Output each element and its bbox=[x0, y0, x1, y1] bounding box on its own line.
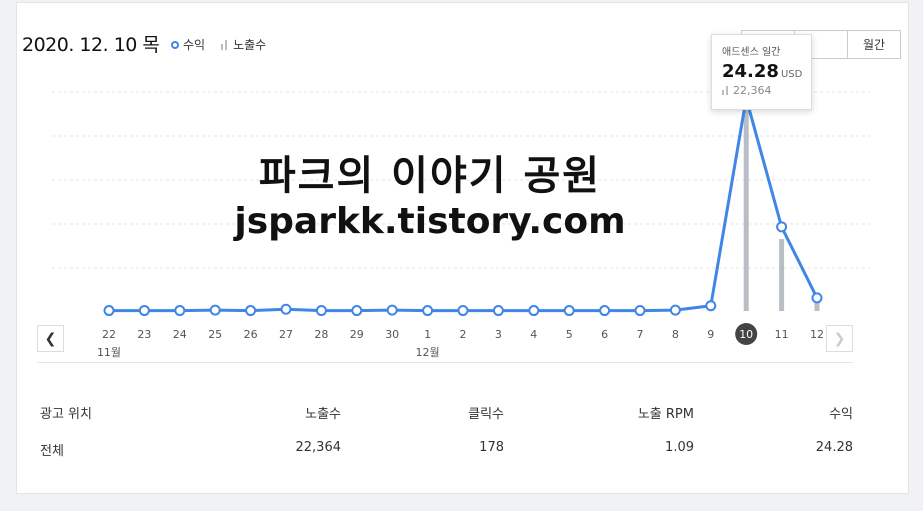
x-tick-label: 1 bbox=[424, 328, 431, 341]
cell-impressions: 22,364 bbox=[295, 440, 342, 455]
x-tick-label: 24 bbox=[173, 328, 187, 341]
x-tick-label: 5 bbox=[566, 328, 573, 341]
revenue-point bbox=[245, 305, 257, 317]
impressions-legend-label: 노출수 bbox=[233, 38, 267, 52]
revenue-point bbox=[563, 305, 575, 317]
tooltip-value: 24.28 USD bbox=[722, 61, 803, 82]
revenue-point bbox=[669, 304, 681, 316]
impressions-legend-icon bbox=[221, 39, 229, 50]
header-ad-location: 광고 위치 bbox=[40, 407, 92, 422]
impressions-icon bbox=[722, 86, 729, 95]
chevron-right-icon: ❯ bbox=[833, 330, 846, 347]
revenue-point bbox=[138, 305, 150, 317]
impressions-bar bbox=[743, 110, 749, 311]
revenue-point bbox=[351, 305, 363, 317]
table-header: 광고 위치 노출수 클릭수 노출 RPM 수익 bbox=[40, 403, 853, 423]
x-tick-label: 6 bbox=[601, 328, 608, 341]
selected-date: 2020. 12. 10 목 bbox=[22, 34, 160, 56]
header-clicks: 클릭수 bbox=[468, 407, 504, 422]
revenue-point bbox=[528, 305, 540, 317]
header-revenue: 수익 bbox=[829, 407, 853, 422]
x-tick-label: 8 bbox=[672, 328, 679, 341]
x-tick-label: 29 bbox=[350, 328, 364, 341]
revenue-point bbox=[422, 305, 434, 317]
revenue-point bbox=[776, 221, 788, 233]
cell-revenue: 24.28 bbox=[815, 440, 853, 455]
x-tick-label: 9 bbox=[707, 328, 714, 341]
tooltip-impressions: 22,364 bbox=[722, 84, 801, 97]
month-label: 11월 bbox=[97, 346, 121, 359]
revenue-point bbox=[634, 305, 646, 317]
next-period-button[interactable]: ❯ bbox=[826, 325, 853, 352]
x-tick-label: 2 bbox=[460, 328, 467, 341]
x-tick-label: 26 bbox=[244, 328, 258, 341]
revenue-point bbox=[315, 305, 327, 317]
watermark-url: jsparkk.tistory.com bbox=[234, 201, 626, 242]
divider bbox=[37, 362, 853, 363]
revenue-point bbox=[174, 305, 186, 317]
revenue-point bbox=[492, 305, 504, 317]
header-impressions: 노출수 bbox=[305, 407, 341, 422]
x-tick-label: 28 bbox=[314, 328, 328, 341]
tooltip-unit: USD bbox=[780, 69, 803, 80]
chart-tooltip: 애드센스 일간 24.28 USD 22,364 bbox=[711, 34, 812, 110]
month-label: 12월 bbox=[416, 346, 440, 359]
revenue-point bbox=[280, 303, 292, 315]
chart-legend: 수익 노출수 bbox=[171, 36, 266, 53]
x-tick-label: 10 bbox=[739, 328, 753, 341]
x-tick-label: 27 bbox=[279, 328, 293, 341]
x-tick-label: 25 bbox=[208, 328, 222, 341]
tooltip-title: 애드센스 일간 bbox=[722, 47, 781, 58]
cell-rpm: 1.09 bbox=[665, 440, 694, 455]
revenue-point bbox=[457, 305, 469, 317]
prev-period-button[interactable]: ❮ bbox=[37, 325, 64, 352]
cell-clicks: 178 bbox=[479, 440, 504, 455]
watermark-title: 파크의 이야기 공원 bbox=[258, 153, 602, 199]
revenue-point bbox=[599, 305, 611, 317]
period-button-monthly[interactable]: 월간 bbox=[847, 30, 901, 59]
revenue-point bbox=[386, 304, 398, 316]
revenue-legend-marker bbox=[171, 40, 179, 49]
x-tick-label: 12 bbox=[810, 328, 824, 341]
watermark: 파크의 이야기 공원 jsparkk.tistory.com bbox=[200, 152, 660, 243]
x-tick-label: 22 bbox=[102, 328, 116, 341]
cell-ad-location: 전체 bbox=[40, 444, 64, 459]
tooltip-impressions-value: 22,364 bbox=[733, 84, 772, 97]
x-tick-label: 30 bbox=[385, 328, 399, 341]
revenue-point bbox=[811, 292, 823, 304]
chevron-left-icon: ❮ bbox=[44, 330, 57, 347]
x-tick-label: 4 bbox=[530, 328, 537, 341]
impressions-bar bbox=[814, 300, 820, 311]
revenue-point bbox=[103, 305, 115, 317]
x-tick-label: 23 bbox=[137, 328, 151, 341]
revenue-point bbox=[705, 300, 717, 312]
tooltip-revenue: 24.28 bbox=[722, 61, 779, 82]
table-row: 전체 22,364 178 1.09 24.28 bbox=[40, 440, 853, 460]
selected-day-marker bbox=[735, 323, 758, 345]
x-tick-label: 7 bbox=[637, 328, 644, 341]
x-tick-label: 11 bbox=[775, 328, 789, 341]
revenue-point bbox=[209, 304, 221, 316]
x-tick-label: 3 bbox=[495, 328, 502, 341]
revenue-legend-label: 수익 bbox=[183, 38, 206, 52]
impressions-bar bbox=[779, 239, 785, 311]
header-rpm: 노출 RPM bbox=[637, 407, 694, 422]
